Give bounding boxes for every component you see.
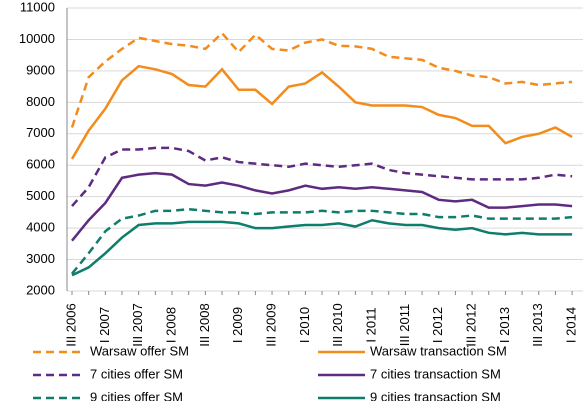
series-line <box>71 207 573 275</box>
y-tick-label: 4000 <box>26 220 55 235</box>
y-tick-label: 2000 <box>26 282 55 297</box>
series-line <box>71 146 573 207</box>
x-tick-label: III 2007 <box>130 303 145 346</box>
y-tick-label: 10000 <box>19 31 55 46</box>
x-tick-label: III 2011 <box>397 304 412 346</box>
series-line <box>70 64 573 160</box>
legend-label: Warsaw offer SM <box>90 343 189 358</box>
x-tick-label: I 2012 <box>430 307 445 343</box>
x-tick-label: I 2008 <box>163 307 178 343</box>
y-tick-label: 7000 <box>26 125 55 140</box>
x-tick-label: III 2008 <box>197 303 212 346</box>
legend-label: 7 cities offer SM <box>90 366 183 381</box>
series-line <box>71 218 573 277</box>
series-line <box>70 31 573 128</box>
y-tick-label: 8000 <box>26 94 55 109</box>
x-tick-label: III 2009 <box>263 303 278 346</box>
y-tick-label: 11000 <box>20 0 55 14</box>
x-tick-label: III 2010 <box>330 303 345 346</box>
legend-label: 9 cities offer SM <box>90 389 183 401</box>
x-tick-label: I 2010 <box>297 307 312 343</box>
legend-label: Warsaw transaction SM <box>370 343 507 358</box>
y-tick-label: 3000 <box>26 251 55 266</box>
y-tick-label: 5000 <box>26 188 55 203</box>
series-line <box>71 171 573 242</box>
legend-label: 7 cities transaction SM <box>370 366 501 381</box>
x-tick-label: III 2006 <box>63 303 78 346</box>
x-tick-label: I 2007 <box>97 307 112 343</box>
x-tick-label: I 2013 <box>497 307 512 343</box>
y-tick-label: 6000 <box>26 157 55 172</box>
x-tick-label: I 2014 <box>564 307 579 343</box>
x-tick-label: III 2012 <box>464 303 479 346</box>
x-tick-label: I 2009 <box>230 307 245 343</box>
x-tick-label: I 2011 <box>363 307 378 342</box>
legend-label: 9 cities transaction SM <box>370 389 501 401</box>
x-tick-label: III 2013 <box>530 303 545 346</box>
y-tick-label: 9000 <box>26 62 55 77</box>
